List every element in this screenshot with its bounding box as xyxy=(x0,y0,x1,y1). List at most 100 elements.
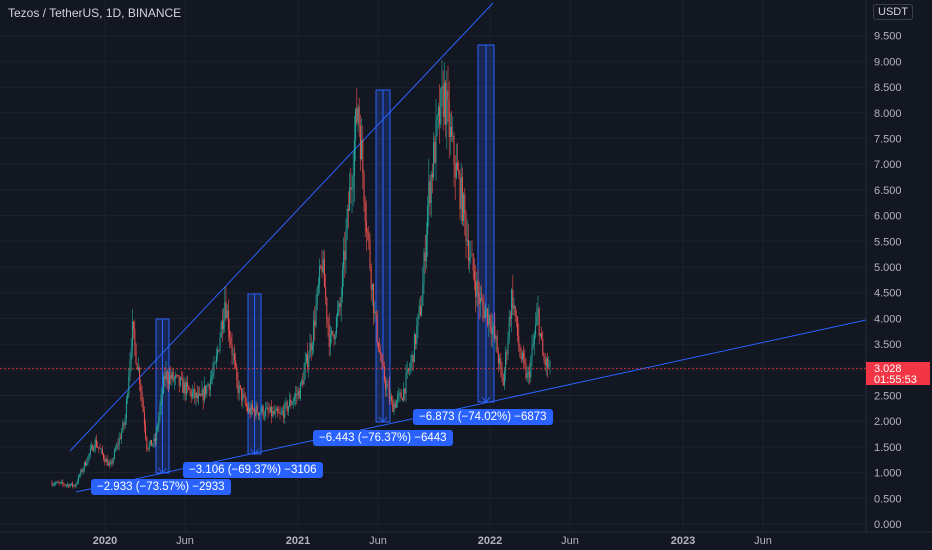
candle-body xyxy=(182,378,184,393)
candle-body xyxy=(247,406,249,412)
chart-title[interactable]: Tezos / TetherUS, 1D, BINANCE xyxy=(8,6,182,20)
candle-body xyxy=(319,266,321,285)
candle-body xyxy=(472,253,474,271)
candle-body xyxy=(230,337,232,345)
candle-body xyxy=(345,229,347,260)
candle-body xyxy=(363,172,365,203)
candle-body xyxy=(451,126,453,137)
candle-body xyxy=(349,187,351,212)
candle-body xyxy=(304,362,306,371)
candle-body xyxy=(527,372,529,374)
candle-body xyxy=(164,376,166,380)
candle-body xyxy=(163,376,165,394)
candle-body xyxy=(470,253,472,259)
candle-body xyxy=(548,365,550,368)
candle-body xyxy=(435,119,437,163)
candle-body xyxy=(446,90,448,125)
candle-body xyxy=(442,85,444,117)
candle-body xyxy=(112,458,114,464)
candle-body xyxy=(155,429,157,442)
candle-body xyxy=(382,362,384,367)
candle-body xyxy=(313,320,315,346)
candle-body xyxy=(375,311,377,316)
candle-body xyxy=(379,349,381,352)
candle-body xyxy=(461,176,463,221)
candle-body xyxy=(281,411,283,413)
candle-body xyxy=(395,400,397,408)
measure-label-3[interactable]: −6.443 (−76.37%) −6443 xyxy=(313,430,453,446)
candle-body xyxy=(423,252,425,283)
candle-body xyxy=(284,403,286,418)
candle-body xyxy=(320,266,322,267)
candle-body xyxy=(74,485,76,487)
candle-body xyxy=(325,287,327,298)
candle-body xyxy=(241,388,243,401)
candle-body xyxy=(170,374,172,379)
x-tick-label: Jun xyxy=(561,535,579,547)
candle-body xyxy=(232,353,234,355)
measure-label-2[interactable]: −3.106 (−69.37%) −3106 xyxy=(183,462,323,478)
candle-body xyxy=(519,346,521,357)
candle-body xyxy=(92,445,94,452)
candle-body xyxy=(187,382,189,386)
candle-body xyxy=(249,408,251,415)
candle-body xyxy=(418,305,420,315)
candle-body xyxy=(295,394,297,398)
candle-body xyxy=(196,392,198,399)
candle-body xyxy=(250,404,252,415)
y-tick-label: 9.500 xyxy=(874,31,902,43)
y-tick-label: 5.500 xyxy=(874,236,902,248)
candle-body xyxy=(337,311,339,318)
candle-body xyxy=(71,483,73,486)
candle-body xyxy=(209,379,211,390)
candle-body xyxy=(285,402,287,404)
currency-button[interactable]: USDT xyxy=(873,4,913,20)
candle-body xyxy=(297,390,299,396)
candle-body xyxy=(101,448,103,454)
candle-body xyxy=(194,389,196,398)
candle-body xyxy=(328,325,330,347)
candle-body xyxy=(439,106,441,125)
measure-label-4[interactable]: −6.873 (−74.02%) −6873 xyxy=(413,409,553,425)
x-tick-label: Jun xyxy=(176,535,194,547)
candle-body xyxy=(99,448,101,450)
candle-body xyxy=(224,301,226,320)
candle-body xyxy=(219,337,221,351)
candle-body xyxy=(226,310,228,318)
candle-body xyxy=(317,284,319,289)
candle-body xyxy=(67,484,69,486)
candle-body xyxy=(533,335,535,344)
candle-body xyxy=(133,321,135,329)
last-price-value: 3.028 xyxy=(874,363,902,375)
candle-body xyxy=(154,438,156,442)
candle-body xyxy=(87,455,89,463)
candle-body xyxy=(483,306,485,318)
candle-body xyxy=(355,108,357,140)
candle-body xyxy=(195,392,197,398)
candle-body xyxy=(409,368,411,371)
y-tick-label: 1.500 xyxy=(874,442,902,454)
candle-body xyxy=(137,367,139,370)
candle-body xyxy=(153,438,155,445)
candle-body xyxy=(329,334,331,347)
candle-body xyxy=(529,372,531,378)
candle-body xyxy=(440,88,442,125)
candle-body xyxy=(208,384,210,390)
candle-body xyxy=(123,422,125,425)
candle-body xyxy=(497,352,499,364)
measure-label-1[interactable]: −2.933 (−73.57%) −2933 xyxy=(91,479,231,495)
candle-body xyxy=(311,345,313,351)
y-tick-label: 8.000 xyxy=(874,108,902,120)
candle-body xyxy=(309,343,311,358)
candle-body xyxy=(427,206,429,235)
candle-body xyxy=(77,476,79,483)
candle-body xyxy=(88,453,90,456)
candle-body xyxy=(380,351,382,361)
candle-body xyxy=(449,126,451,138)
candle-body xyxy=(401,398,403,401)
candle-body xyxy=(141,391,143,401)
candle-body xyxy=(238,385,240,394)
candle-body xyxy=(499,358,501,364)
candle-body xyxy=(506,352,508,355)
